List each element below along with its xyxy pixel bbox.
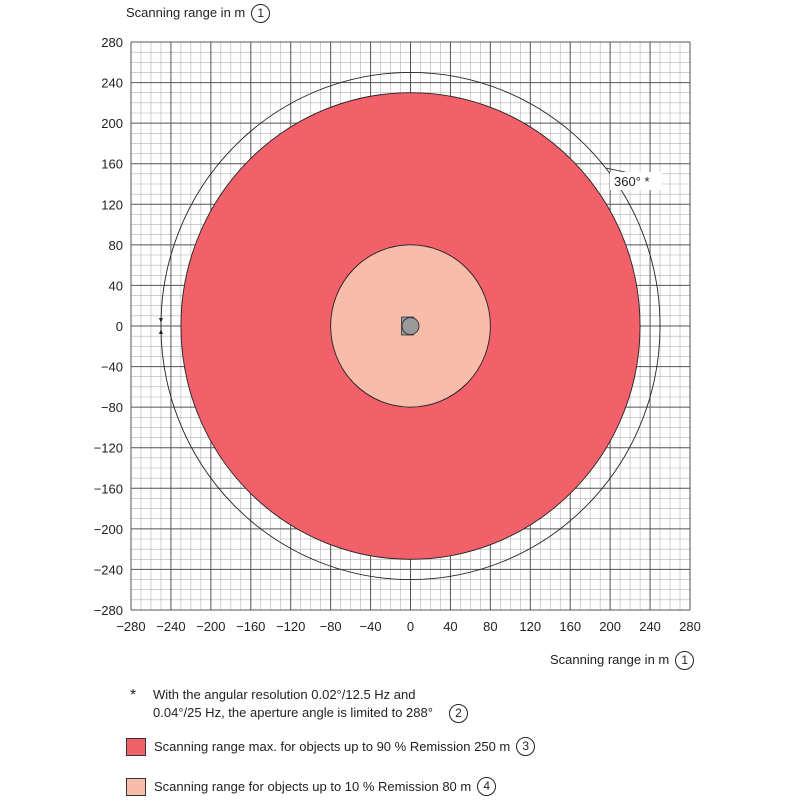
x-tick-label: −120 [276,619,305,634]
y-tick-label: 0 [116,319,123,334]
footnote: With the angular resolution 0.02°/12.5 H… [153,686,468,724]
legend-item-min-range: Scanning range for objects up to 10 % Re… [126,777,497,796]
legend-label-min-range: Scanning range for objects up to 10 % Re… [154,779,472,794]
x-tick-label: 240 [639,619,661,634]
legend-callout-max-range: 3 [516,737,536,756]
x-tick-label: 280 [679,619,701,634]
scanner-head [401,317,420,335]
y-tick-label: 280 [101,35,123,50]
footnote-callout: 2 [448,704,468,724]
x-tick-label: −80 [320,619,342,634]
legend-swatch-min-range [126,777,146,796]
legend-swatch-max-range [126,737,146,756]
y-tick-label: 160 [101,157,123,172]
scanner-device [401,316,420,336]
y-axis-title-text: Scanning range in m [126,4,246,20]
aperture-circle [160,71,661,581]
x-tick-label: 120 [519,619,541,634]
x-axis-title-text: Scanning range in m [550,651,670,667]
footnote-marker: * [130,687,137,704]
y-tick-label: 240 [101,76,123,91]
aperture-label-bg [610,172,662,190]
y-tick-label: 40 [109,278,123,293]
y-axis-title: Scanning range in m 1 [126,4,271,23]
x-tick-label: 200 [599,619,621,634]
footnote-line-1: With the angular resolution 0.02°/12.5 H… [153,687,416,702]
x-tick-labels: −280 −240 −200 −160 −120 −80 −40 0 40 80 120 160 200… [116,619,701,634]
y-axis-callout: 1 [251,4,271,23]
x-tick-label: 0 [407,619,414,634]
x-axis-title: Scanning range in m 1 [550,651,695,670]
y-tick-label: 120 [101,197,123,212]
y-tick-label: −280 [94,603,123,618]
range-chart: −280 −240 −200 −160 −120 −80 −40 0 40 80 120 160 200… [94,35,701,634]
legend-label-max-range: Scanning range max. for objects up to 90… [154,739,511,754]
footnote-line-2-text: 0.04°/25 Hz, the aperture angle is limit… [153,705,433,720]
x-tick-label: −240 [156,619,185,634]
y-tick-label: 200 [101,116,123,131]
footnote-line-2: 0.04°/25 Hz, the aperture angle is limit… [153,704,468,724]
y-tick-labels: 280 240 200 160 120 80 40 0 −40 −80 −120 −160 −200 −2… [94,35,123,618]
y-tick-label: −160 [94,481,123,496]
y-tick-label: −40 [101,360,123,375]
x-tick-label: −40 [360,619,382,634]
aperture-label: 360° * [614,174,650,189]
legend-item-max-range: Scanning range max. for objects up to 90… [126,737,536,756]
y-tick-label: −120 [94,441,123,456]
x-axis-callout: 1 [675,651,695,670]
x-tick-label: −200 [196,619,225,634]
x-tick-label: −160 [236,619,265,634]
x-tick-label: −280 [116,619,145,634]
y-tick-label: −200 [94,522,123,537]
aperture-arrow-top [158,318,163,323]
y-tick-label: −240 [94,562,123,577]
x-tick-label: 80 [483,619,497,634]
y-tick-label: 80 [109,238,123,253]
x-tick-label: 40 [443,619,457,634]
x-tick-label: 160 [559,619,581,634]
legend-callout-min-range: 4 [477,777,497,796]
y-tick-label: −80 [101,400,123,415]
aperture-arrow-bottom [158,329,163,334]
